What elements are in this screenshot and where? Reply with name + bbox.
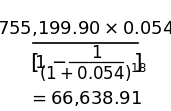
Text: $755{,}199.90 \times 0.054$: $755{,}199.90 \times 0.054$ <box>0 19 171 38</box>
Text: $]$: $]$ <box>133 51 142 74</box>
Text: $= 66{,}638.91$: $= 66{,}638.91$ <box>29 89 142 108</box>
Text: $[$: $[$ <box>30 51 39 74</box>
Text: $1\,-$: $1\,-$ <box>34 54 67 72</box>
Text: $(1 + 0.054)^{18}$: $(1 + 0.054)^{18}$ <box>40 62 147 84</box>
Text: $1$: $1$ <box>91 44 102 62</box>
